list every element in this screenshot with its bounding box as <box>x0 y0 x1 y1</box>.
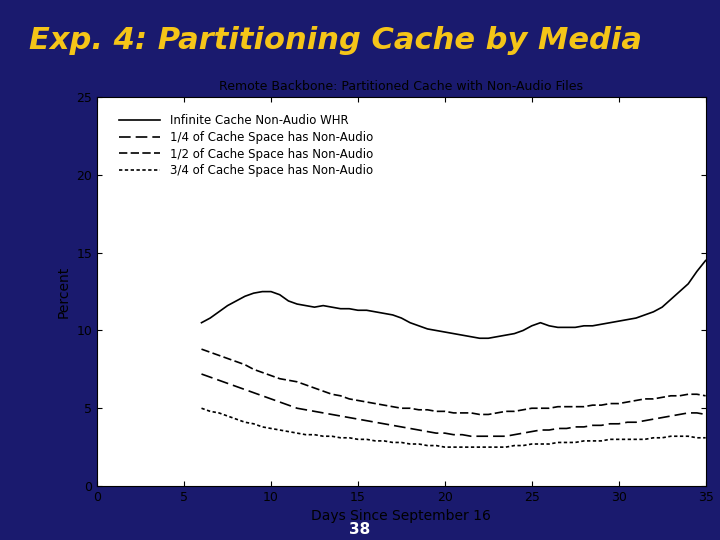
Text: 38: 38 <box>349 522 371 537</box>
X-axis label: Days Since September 16: Days Since September 16 <box>312 509 491 523</box>
Text: Exp. 4: Partitioning Cache by Media: Exp. 4: Partitioning Cache by Media <box>29 26 642 55</box>
Legend: Infinite Cache Non-Audio WHR, 1/4 of Cache Space has Non-Audio, 1/2 of Cache Spa: Infinite Cache Non-Audio WHR, 1/4 of Cac… <box>115 111 377 180</box>
Title: Remote Backbone: Partitioned Cache with Non-Audio Files: Remote Backbone: Partitioned Cache with … <box>220 80 583 93</box>
Y-axis label: Percent: Percent <box>57 266 71 318</box>
